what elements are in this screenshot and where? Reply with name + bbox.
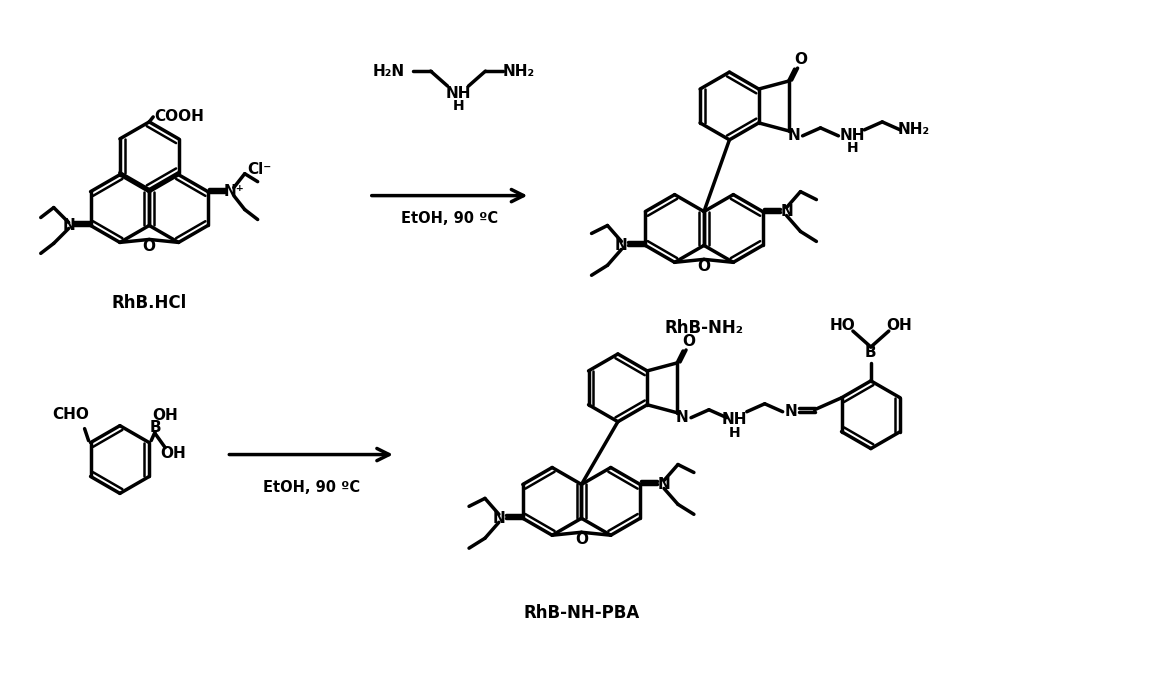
Text: EtOH, 90 ºC: EtOH, 90 ºC <box>263 480 359 495</box>
Text: NH₂: NH₂ <box>898 123 930 137</box>
Text: NH: NH <box>722 412 748 427</box>
Text: NH: NH <box>446 85 471 101</box>
Text: CHO: CHO <box>52 407 89 422</box>
Text: RhB-NH₂: RhB-NH₂ <box>664 319 743 337</box>
Text: HO: HO <box>830 318 856 333</box>
Text: N: N <box>493 511 505 526</box>
Text: N: N <box>784 404 797 419</box>
Text: OH: OH <box>160 446 185 461</box>
Text: NH: NH <box>839 128 865 143</box>
Text: B: B <box>149 420 161 435</box>
Text: B: B <box>865 345 877 360</box>
Text: OH: OH <box>153 408 178 423</box>
Text: OH: OH <box>886 318 912 333</box>
Text: H: H <box>453 99 465 113</box>
Text: O: O <box>697 259 710 274</box>
Text: N: N <box>676 410 688 425</box>
Text: O: O <box>794 52 807 67</box>
Text: H₂N: H₂N <box>372 63 405 79</box>
Text: NH₂: NH₂ <box>502 63 534 79</box>
Text: N: N <box>788 128 799 143</box>
Text: RhB.HCl: RhB.HCl <box>112 294 187 312</box>
Text: COOH: COOH <box>154 110 204 125</box>
Text: O: O <box>682 333 695 349</box>
Text: H: H <box>729 426 741 440</box>
Text: N: N <box>62 218 75 233</box>
Text: Cl⁻: Cl⁻ <box>248 162 272 177</box>
Text: N: N <box>657 477 670 492</box>
Text: O: O <box>143 239 156 254</box>
Text: N: N <box>615 238 628 253</box>
Text: O: O <box>575 532 588 546</box>
Text: N: N <box>781 204 792 219</box>
Text: N⁺: N⁺ <box>223 184 244 199</box>
Text: H: H <box>846 141 858 155</box>
Text: EtOH, 90 ºC: EtOH, 90 ºC <box>402 211 498 226</box>
Text: RhB-NH-PBA: RhB-NH-PBA <box>524 604 640 622</box>
